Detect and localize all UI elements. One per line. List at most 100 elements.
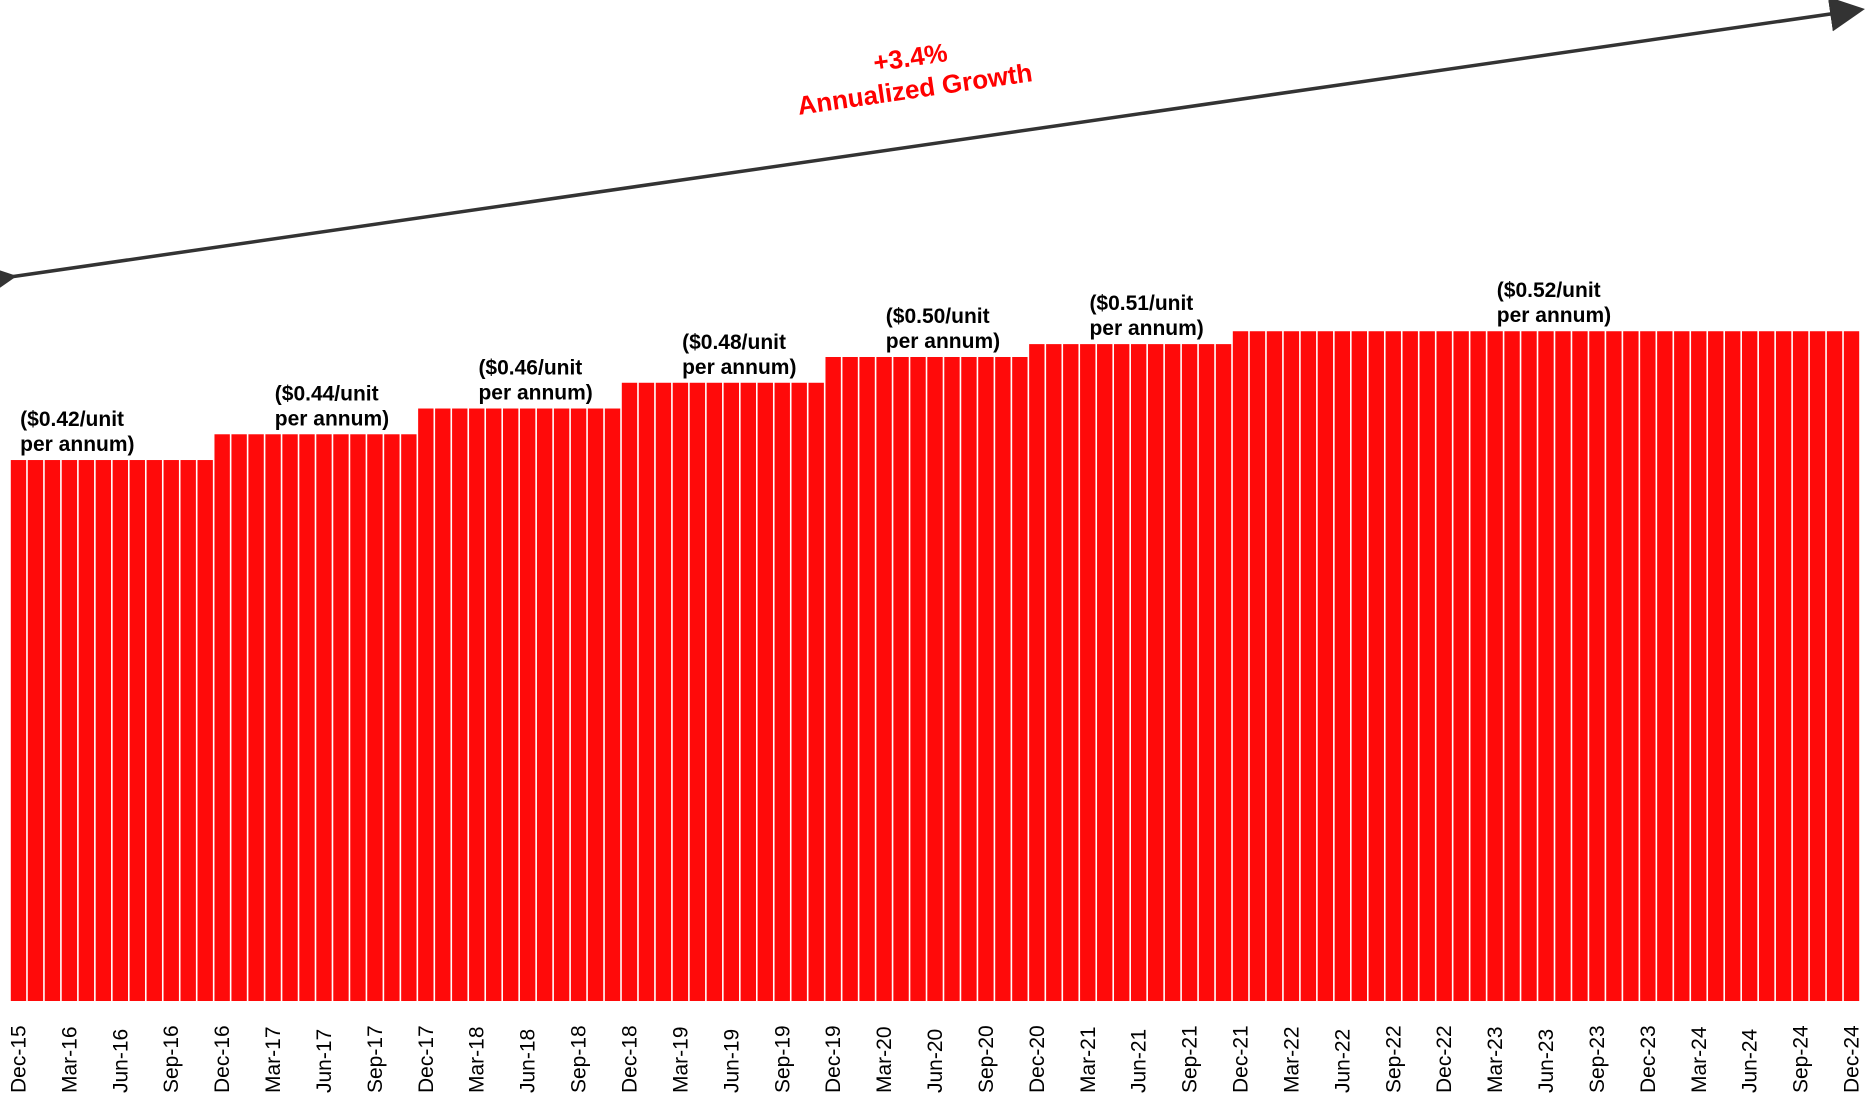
tick-label-sep-20: Sep-20 bbox=[975, 1025, 998, 1093]
data-label-line: per annum) bbox=[275, 407, 389, 430]
bar-may-24 bbox=[1725, 331, 1741, 1001]
data-label-2: ($0.46/unit per annum) bbox=[478, 357, 592, 405]
tick-label-dec-16: Dec-16 bbox=[211, 1025, 234, 1093]
bar-oct-24 bbox=[1809, 331, 1826, 1001]
tick-label-jun-19: Jun-19 bbox=[720, 1029, 743, 1093]
bar-oct-23 bbox=[1606, 331, 1622, 1001]
bar-oct-22 bbox=[1402, 331, 1418, 1001]
bar-jun-24 bbox=[1741, 331, 1758, 1001]
data-label-line: ($0.42/unit bbox=[20, 408, 124, 431]
bar-apr-23 bbox=[1504, 331, 1520, 1001]
bar-dec-23 bbox=[1640, 331, 1656, 1001]
bar-jul-21 bbox=[1147, 344, 1164, 1001]
bar-dec-19 bbox=[825, 357, 841, 1001]
bar-dec-18 bbox=[621, 382, 638, 1001]
bar-jan-22 bbox=[1249, 331, 1266, 1001]
data-label-line: per annum) bbox=[20, 433, 134, 456]
tick-label-dec-21: Dec-21 bbox=[1230, 1025, 1253, 1093]
data-label-line: per annum) bbox=[1089, 317, 1203, 340]
bar-may-22 bbox=[1317, 331, 1334, 1001]
bar-nov-17 bbox=[401, 434, 417, 1001]
bar-apr-22 bbox=[1300, 331, 1317, 1001]
tick-label-mar-23: Mar-23 bbox=[1484, 1026, 1507, 1093]
bar-nov-20 bbox=[1012, 357, 1028, 1001]
bar-sep-23 bbox=[1589, 331, 1605, 1001]
bar-apr-24 bbox=[1708, 331, 1724, 1001]
bar-feb-16 bbox=[44, 460, 61, 1001]
tick-label-sep-16: Sep-16 bbox=[160, 1025, 183, 1093]
bar-jan-17 bbox=[231, 434, 247, 1001]
tick-label-sep-19: Sep-19 bbox=[771, 1025, 794, 1093]
bar-may-16 bbox=[95, 460, 112, 1001]
tick-label-dec-19: Dec-19 bbox=[822, 1025, 845, 1093]
bar-apr-19 bbox=[689, 382, 706, 1001]
bar-oct-18 bbox=[587, 408, 604, 1001]
bar-sep-24 bbox=[1792, 331, 1809, 1001]
tick-label-dec-18: Dec-18 bbox=[619, 1025, 642, 1093]
tick-label-sep-21: Sep-21 bbox=[1179, 1025, 1202, 1093]
bar-nov-21 bbox=[1215, 344, 1232, 1001]
bar-feb-19 bbox=[655, 382, 672, 1001]
tick-label-jun-16: Jun-16 bbox=[109, 1029, 132, 1093]
data-label-4: ($0.50/unit per annum) bbox=[886, 305, 1000, 353]
bar-jul-23 bbox=[1555, 331, 1571, 1001]
tick-label-sep-18: Sep-18 bbox=[568, 1025, 591, 1093]
bar-mar-17 bbox=[265, 434, 281, 1001]
bar-jun-21 bbox=[1130, 344, 1147, 1001]
bar-mar-19 bbox=[672, 382, 689, 1001]
tick-label-mar-21: Mar-21 bbox=[1077, 1026, 1100, 1093]
tick-label-sep-17: Sep-17 bbox=[364, 1025, 387, 1093]
data-label-line: per annum) bbox=[886, 330, 1000, 353]
data-label-1: ($0.44/unit per annum) bbox=[275, 382, 389, 430]
data-label-6: ($0.52/unit per annum) bbox=[1497, 279, 1611, 327]
bar-dec-22 bbox=[1436, 331, 1452, 1001]
bar-jan-16 bbox=[27, 460, 44, 1001]
bar-feb-21 bbox=[1063, 344, 1079, 1001]
bar-dec-17 bbox=[418, 408, 434, 1001]
tick-label-jun-21: Jun-21 bbox=[1128, 1029, 1151, 1093]
bar-jan-24 bbox=[1657, 331, 1673, 1001]
tick-label-mar-17: Mar-17 bbox=[262, 1026, 285, 1093]
bar-jun-23 bbox=[1538, 331, 1554, 1001]
bar-feb-24 bbox=[1674, 331, 1690, 1001]
bar-nov-24 bbox=[1826, 331, 1843, 1001]
bar-mar-22 bbox=[1283, 331, 1300, 1001]
tick-label-jun-22: Jun-22 bbox=[1331, 1029, 1354, 1093]
bar-nov-23 bbox=[1623, 331, 1639, 1001]
bar-jan-20 bbox=[842, 357, 858, 1001]
bar-aug-21 bbox=[1164, 344, 1181, 1001]
bar-dec-16 bbox=[214, 434, 230, 1001]
bar-aug-19 bbox=[757, 382, 773, 1001]
tick-label-mar-20: Mar-20 bbox=[873, 1026, 896, 1093]
bar-apr-16 bbox=[78, 460, 95, 1001]
bar-sep-19 bbox=[774, 382, 790, 1001]
bar-mar-16 bbox=[61, 460, 78, 1001]
tick-label-jun-24: Jun-24 bbox=[1739, 1028, 1762, 1093]
bar-dec-15 bbox=[10, 460, 27, 1001]
tick-label-jun-18: Jun-18 bbox=[517, 1029, 540, 1093]
tick-label-sep-24: Sep-24 bbox=[1790, 1025, 1813, 1093]
bar-may-18 bbox=[503, 408, 519, 1001]
growth-label: +3.4%Annualized Growth bbox=[791, 26, 1034, 121]
data-label-line: per annum) bbox=[1497, 304, 1611, 327]
bar-nov-16 bbox=[197, 460, 213, 1001]
bar-may-19 bbox=[706, 382, 723, 1001]
bar-may-21 bbox=[1114, 344, 1130, 1001]
bar-jul-16 bbox=[129, 460, 145, 1001]
bar-jan-23 bbox=[1453, 331, 1469, 1001]
bar-sep-21 bbox=[1181, 344, 1198, 1001]
bar-jul-24 bbox=[1758, 331, 1775, 1001]
tick-label-jun-20: Jun-20 bbox=[924, 1029, 947, 1093]
tick-label-mar-22: Mar-22 bbox=[1280, 1026, 1303, 1093]
bar-mar-20 bbox=[876, 357, 892, 1001]
tick-label-mar-24: Mar-24 bbox=[1688, 1026, 1711, 1093]
bar-oct-19 bbox=[791, 382, 807, 1001]
bar-aug-18 bbox=[553, 408, 570, 1001]
tick-label-mar-18: Mar-18 bbox=[466, 1026, 489, 1093]
bar-sep-17 bbox=[367, 434, 383, 1001]
data-label-line: ($0.48/unit bbox=[682, 331, 786, 354]
bars-group bbox=[10, 331, 1860, 1001]
growth-annotation: +3.4%Annualized Growth bbox=[0, 0, 1865, 299]
bar-jun-16 bbox=[112, 460, 128, 1001]
